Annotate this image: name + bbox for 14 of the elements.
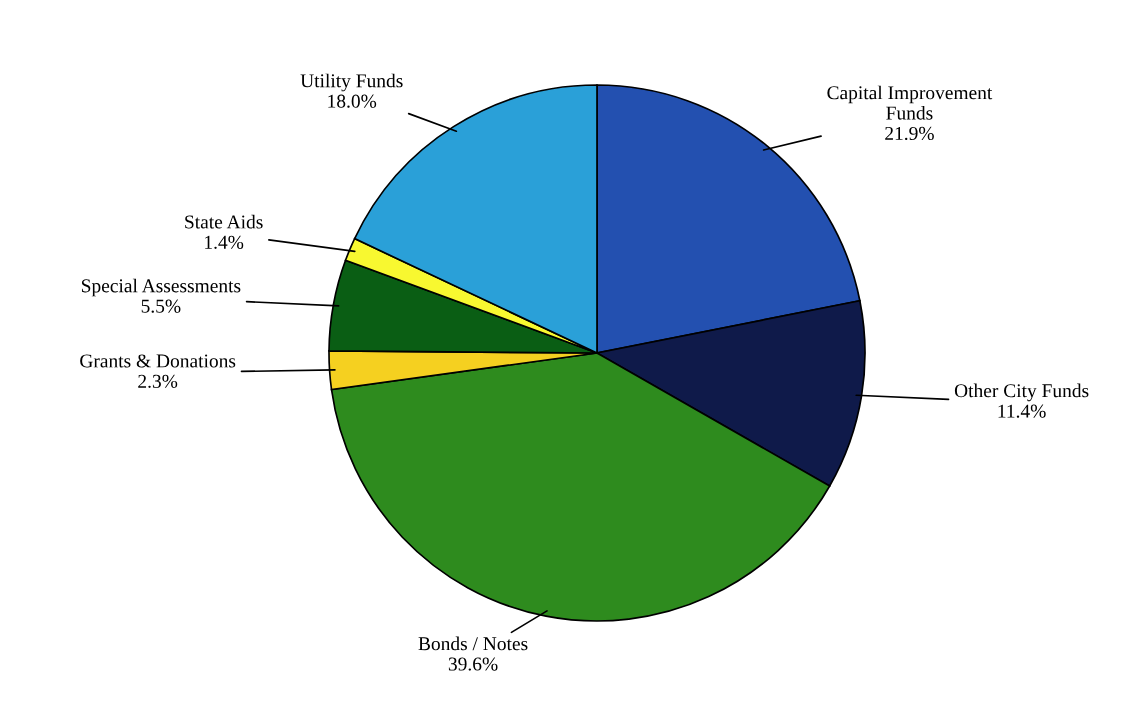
slice-label: Bonds / Notes: [418, 636, 528, 651]
data-label: 2.3%: [138, 374, 178, 388]
data-label: 18.0%: [328, 94, 377, 108]
slice-label: Utility Funds: [300, 73, 403, 92]
data-label: 5.5%: [141, 299, 181, 313]
data-label: 11.4%: [998, 404, 1046, 418]
slice-label: State Aids: [185, 214, 263, 229]
data-label: 1.4%: [205, 235, 244, 249]
slice-label: Other City Funds: [954, 383, 1089, 402]
slice-label: Grants & Donations: [80, 354, 236, 368]
slice-label: Special Assessments: [81, 278, 241, 297]
data-label: 39.6%: [448, 657, 498, 671]
slice-label: Capital Improvement Funds: [827, 85, 993, 120]
data-label: 21.9%: [885, 126, 934, 141]
